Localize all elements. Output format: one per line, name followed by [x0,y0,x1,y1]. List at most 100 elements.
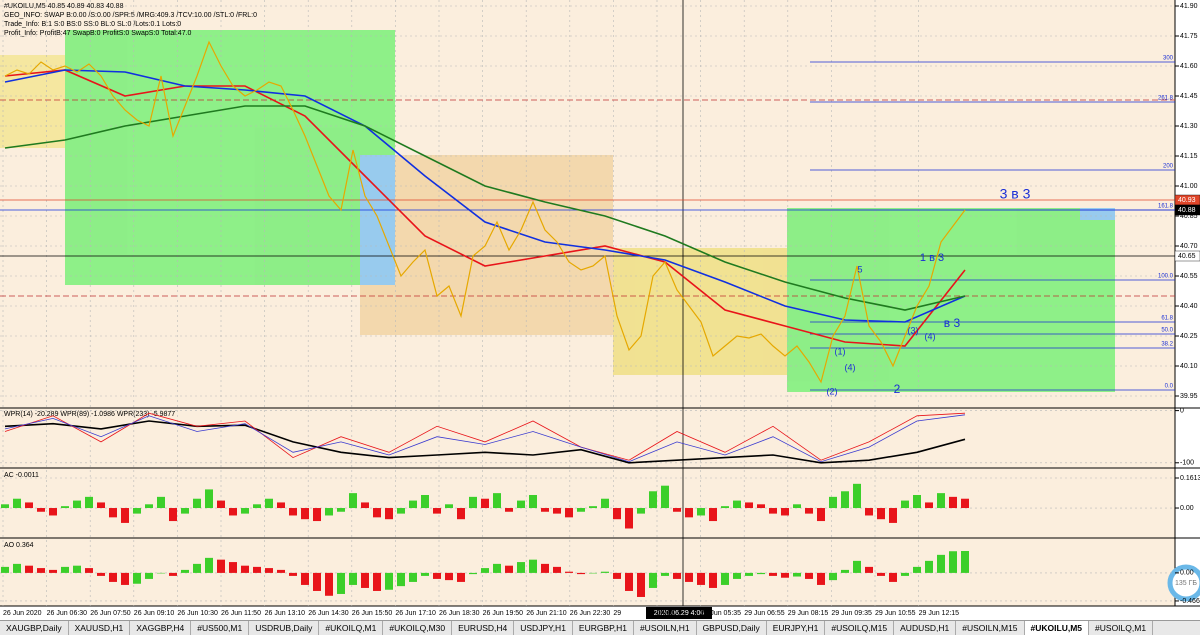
wpr-title: WPR(14) -20.289 WPR(89) -1.0986 WPR(233)… [4,411,175,418]
histogram-bar [337,572,345,594]
histogram-bar [349,493,357,509]
tab[interactable]: #USOILN,H1 [634,621,697,635]
histogram-bar [613,572,621,579]
tab[interactable]: EURUSD,H4 [452,621,515,635]
histogram-bar [841,569,849,573]
tab[interactable]: #USOILN,M15 [956,621,1025,635]
histogram-bar [325,572,333,596]
tab[interactable]: #UKOILU,M5 [1024,621,1090,635]
tab[interactable]: EURJPY,H1 [767,621,826,635]
fib-label: 261.8 [1158,96,1174,102]
wave-annotation: 1 в 3 [920,252,944,264]
tab[interactable]: #US500,M1 [191,621,250,635]
histogram-bar [121,572,129,585]
tab[interactable]: USDJPY,H1 [514,621,573,635]
histogram-bar [745,572,753,576]
y-tick-label: 40.10 [1180,363,1198,370]
histogram-bar [421,572,429,576]
histogram-bar [217,559,225,573]
histogram-bar [781,508,789,516]
time-label: 29 Jun 06:55 [744,610,785,617]
histogram-bar [625,508,633,529]
histogram-bar [241,508,249,514]
time-label: 29 [613,610,621,617]
tab[interactable]: #UKOILQ,M30 [383,621,453,635]
histogram-bar [157,496,165,509]
histogram-bar [829,572,837,581]
histogram-bar [229,562,237,573]
histogram-bar [277,502,285,509]
histogram-bar [397,508,405,514]
y-tick-label: 41.90 [1180,3,1198,10]
wave-annotation: 2 [894,382,901,396]
histogram-bar [889,572,897,582]
histogram-bar [721,572,729,585]
tab[interactable]: USDRUB,Daily [249,621,320,635]
histogram-bar [505,508,513,512]
histogram-bar [517,500,525,509]
price-label: 40.93 [1178,197,1196,204]
tab[interactable]: GBPUSD,Daily [697,621,767,635]
wpr-line [4,414,966,463]
histogram-bar [265,498,273,509]
histogram-bar [181,569,189,573]
histogram-bar [793,504,801,509]
histogram-bar [409,572,417,582]
histogram-bar [109,508,117,518]
geo-info: GEO_INFO: SWAP B:0.00 /S:0.00 /SPR:5 /MR… [4,12,257,19]
price-label-bg [1174,250,1200,262]
histogram-bar [361,572,369,588]
histogram-bar [205,557,213,573]
price-line [4,40,966,384]
histogram-bar [901,500,909,509]
wave-annotation: 3 в 3 [1000,186,1031,202]
time-label: 26 Jun 07:50 [90,610,131,617]
tab[interactable]: #USOILQ,M1 [1089,621,1154,635]
histogram-bar [769,508,777,514]
ac-title: AC -0.0011 [4,472,39,479]
histogram-bar [685,572,693,582]
fib-label: 61.8 [1161,316,1173,322]
wave-annotation: (4) [925,331,936,341]
tab[interactable]: AUDUSD,H1 [894,621,957,635]
histogram-bar [385,572,393,590]
y-tick-label: 41.45 [1180,93,1198,100]
histogram-bar [757,572,765,575]
y-tick-label: 41.75 [1180,33,1198,40]
histogram-bar [61,506,69,509]
histogram-bar [697,508,705,516]
histogram-bar [49,508,57,516]
time-label: 26 Jun 10:30 [177,610,218,617]
histogram-bar [409,500,417,509]
fib-label: 100.0 [1158,274,1174,280]
wave-annotation: (3) [908,325,919,335]
tab[interactable]: #USOILQ,M15 [825,621,895,635]
histogram-bar [445,572,453,581]
histogram-bar [253,566,261,573]
zones [0,30,1115,392]
trade-info: Trade_Info: B:1 S:0 BS:0 SS:0 BL:0 SL:0 … [4,21,181,28]
histogram-bar [601,571,609,573]
histogram-bar [313,572,321,591]
histogram-bar [13,563,21,573]
y-tick-label: 40.70 [1180,243,1198,250]
histogram-bar [85,568,93,573]
histogram-bar [937,493,945,509]
tab[interactable]: #UKOILQ,M1 [319,621,384,635]
histogram-bar [601,498,609,509]
histogram-bar [673,572,681,579]
fib-label: 161.8 [1158,204,1174,210]
wave-annotation: в 3 [944,316,961,330]
histogram-bar [61,566,69,573]
tab[interactable]: XAUUSD,H1 [69,621,131,635]
histogram-bar [1,566,9,573]
y-tick-label: 0.00 [1180,505,1194,512]
tab[interactable]: EURGBP,H1 [573,621,634,635]
tab[interactable]: XAUGBP,Daily [0,621,69,635]
zone [360,155,395,285]
histogram-bar [445,504,453,509]
tab[interactable]: XAGGBP,H4 [130,621,192,635]
wave-annotation: (2) [827,386,838,396]
y-tick-label: 41.30 [1180,123,1198,130]
histogram-bar [925,502,933,509]
